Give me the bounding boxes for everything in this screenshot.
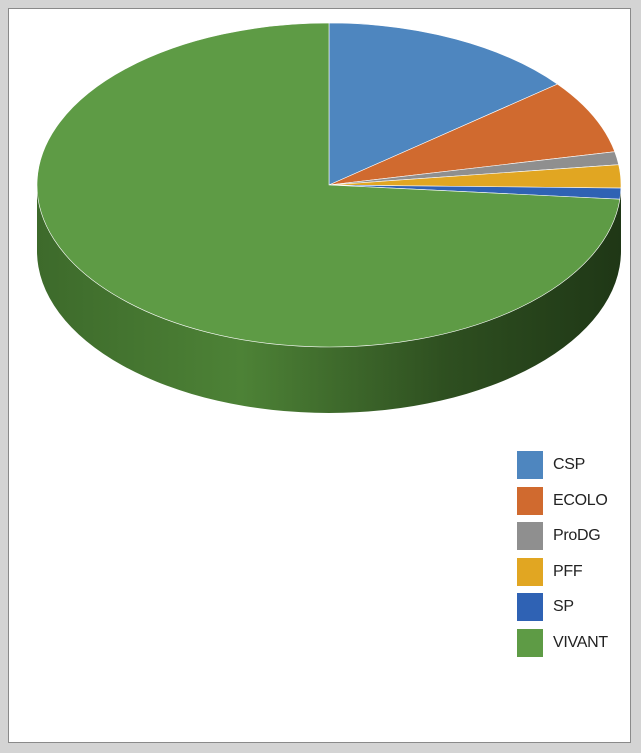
pie-slices xyxy=(36,22,622,348)
legend-swatch-sp xyxy=(517,593,543,621)
legend-label-vivant: VIVANT xyxy=(553,633,608,651)
legend-swatch-vivant xyxy=(517,628,543,657)
legend-label-csp: CSP xyxy=(553,456,585,473)
legend-swatch-pff xyxy=(517,557,543,586)
legend: CSP ECOLO ProDG PFF SP VIVANT xyxy=(517,451,608,664)
legend-item-csp: CSP xyxy=(517,451,608,479)
pie-side xyxy=(37,185,621,413)
pie-side-wall xyxy=(37,185,621,413)
chart-frame: CSP ECOLO ProDG PFF SP VIVANT xyxy=(8,8,631,743)
legend-label-pff: PFF xyxy=(553,562,583,580)
pie-slice-vivant xyxy=(36,22,621,348)
legend-item-pff: PFF xyxy=(517,557,608,586)
legend-item-sp: SP xyxy=(517,593,608,621)
legend-item-prodg: ProDG xyxy=(517,522,608,550)
legend-label-prodg: ProDG xyxy=(553,527,601,544)
pie-slice-csp xyxy=(328,22,559,186)
legend-label-ecolo: ECOLO xyxy=(553,491,608,509)
pie-chart xyxy=(36,22,622,413)
legend-swatch-prodg xyxy=(517,522,543,550)
legend-item-vivant: VIVANT xyxy=(517,628,608,657)
legend-label-sp: SP xyxy=(553,598,574,615)
legend-swatch-ecolo xyxy=(517,486,543,515)
legend-item-ecolo: ECOLO xyxy=(517,486,608,515)
legend-swatch-csp xyxy=(517,451,543,479)
